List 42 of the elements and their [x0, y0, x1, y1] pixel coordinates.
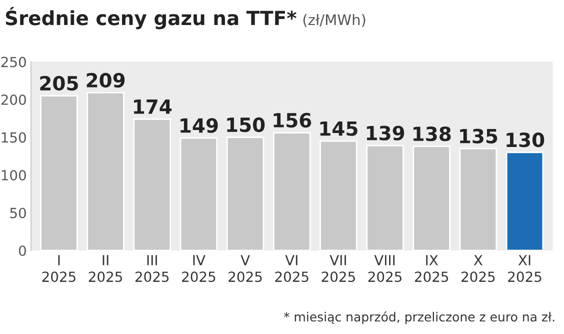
x-tick-label: VII 2025	[322, 255, 355, 282]
data-label: 205	[40, 76, 78, 91]
bar	[40, 95, 78, 250]
x-tick-label: VI 2025	[275, 255, 308, 282]
x-tick-label: III 2025	[135, 255, 169, 282]
bar	[459, 148, 498, 250]
bar	[273, 132, 311, 250]
data-label: 145	[320, 121, 358, 136]
data-label: 139	[366, 126, 404, 140]
x-tick-label: V 2025	[228, 255, 262, 282]
data-label: 138	[414, 126, 451, 142]
x-tick-label: X 2025	[462, 255, 495, 282]
y-tick-label: 150	[2, 132, 26, 143]
data-label: 149	[180, 118, 218, 133]
data-label: 156	[274, 112, 312, 128]
x-tick-label: VIII 2025	[368, 255, 402, 282]
y-tick-label: 0	[18, 245, 26, 256]
data-label: 135	[460, 128, 498, 144]
chart-title: Średnie ceny gazu na TTF*	[6, 7, 296, 30]
y-tick-label: 100	[2, 170, 26, 180]
data-label: 174	[134, 100, 172, 114]
bar	[366, 144, 404, 250]
text: * miesiąc naprzód, przeliczone z euro na zł.	[284, 311, 554, 324]
x-tick-label: IV 2025	[182, 255, 216, 282]
x-tick-label: IX 2025	[414, 255, 448, 282]
data-label: 130	[506, 132, 544, 148]
bar	[86, 92, 124, 250]
y-tick-label: 200	[1, 94, 26, 106]
bar	[133, 118, 171, 250]
y-tick-label: 50	[10, 208, 26, 218]
y-tick-label: 250	[1, 56, 26, 68]
x-tick-label: XI 2025	[508, 255, 542, 282]
bar	[412, 146, 450, 250]
bar	[506, 152, 544, 250]
chart-subtitle: (zł/MWh)	[303, 14, 366, 27]
bar	[226, 136, 264, 250]
x-tick-label: II 2025	[88, 255, 122, 282]
bar	[320, 140, 358, 250]
bar	[180, 137, 218, 250]
data-label: 150	[227, 117, 265, 132]
x-tick-label: I 2025	[42, 255, 76, 282]
data-label: 209	[86, 72, 125, 88]
